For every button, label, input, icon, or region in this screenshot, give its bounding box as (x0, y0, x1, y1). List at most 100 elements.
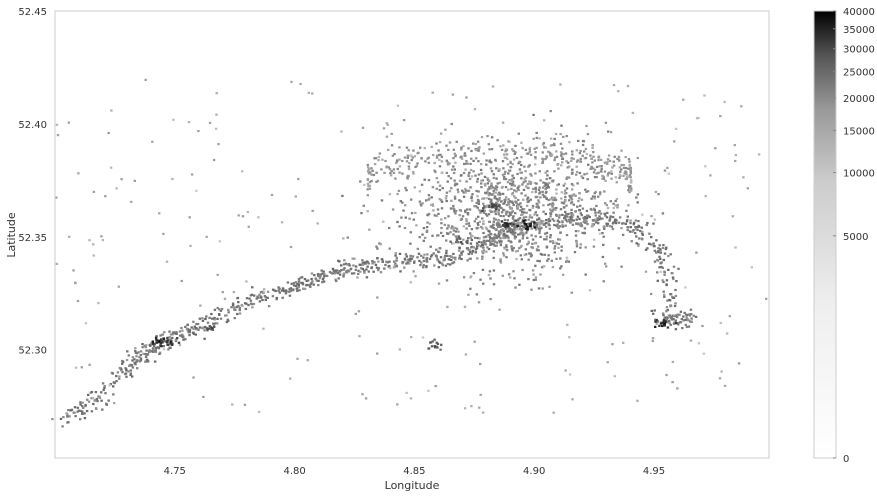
heatmap-cell (438, 198, 441, 201)
heatmap-cell (600, 158, 603, 162)
heatmap-cell (524, 225, 527, 228)
heatmap-cell (159, 334, 162, 337)
heatmap-cell (121, 371, 124, 374)
heatmap-cell (177, 341, 181, 344)
heatmap-cell (501, 121, 505, 124)
heatmap-cell (433, 264, 436, 267)
heatmap-cell (113, 402, 116, 405)
heatmap-cell (669, 305, 672, 308)
heatmap-cell (335, 279, 338, 283)
heatmap-cell (584, 147, 588, 150)
heatmap-cell (361, 393, 364, 396)
heatmap-cell (553, 245, 557, 248)
heatmap-cell (158, 352, 161, 355)
heatmap-cell (354, 268, 357, 271)
heatmap-cell (413, 186, 416, 189)
heatmap-cell (518, 160, 521, 163)
heatmap-cell (626, 218, 629, 222)
heatmap-cell (536, 218, 539, 221)
heatmap-cell (87, 393, 90, 396)
heatmap-cell (458, 199, 461, 202)
heatmap-cell (528, 216, 531, 219)
heatmap-cell (565, 135, 568, 138)
heatmap-cell (497, 211, 500, 214)
heatmap-cell (683, 311, 686, 314)
heatmap-cell (612, 164, 616, 167)
heatmap-cell (488, 236, 492, 239)
heatmap-cell (549, 137, 553, 140)
heatmap-cell (377, 260, 380, 263)
heatmap-cell (251, 303, 254, 306)
heatmap-cell (533, 213, 536, 216)
heatmap-cell (51, 418, 54, 421)
heatmap-cell (534, 163, 537, 166)
heatmap-cell (521, 268, 524, 272)
heatmap-cell (494, 227, 497, 231)
heatmap-cell (538, 229, 541, 232)
heatmap-cell (522, 198, 525, 201)
heatmap-cell (659, 262, 662, 265)
heatmap-cell (385, 122, 389, 125)
heatmap-cell (443, 223, 446, 226)
heatmap-cell (511, 201, 514, 204)
heatmap-cell (481, 243, 485, 247)
heatmap-cell (464, 187, 467, 191)
heatmap-cell (495, 244, 498, 247)
heatmap-cell (66, 413, 69, 416)
heatmap-cell (514, 250, 518, 253)
heatmap-cell (213, 316, 216, 320)
heatmap-cell (544, 146, 548, 149)
heatmap-cell (637, 244, 640, 247)
heatmap-cell (469, 251, 472, 254)
heatmap-cell (162, 232, 165, 235)
heatmap-cell (489, 201, 493, 204)
heatmap-cell (608, 219, 611, 222)
heatmap-cell (663, 317, 666, 320)
heatmap-cell (474, 251, 478, 254)
heatmap-cell (580, 198, 584, 201)
heatmap-cell (507, 239, 510, 242)
heatmap-cell (346, 269, 349, 272)
heatmap-cell (535, 131, 538, 134)
heatmap-cell (167, 341, 170, 344)
heatmap-cell (504, 178, 508, 181)
heatmap-cell (274, 289, 277, 293)
heatmap-cell (689, 308, 693, 311)
heatmap-cell (495, 222, 499, 225)
heatmap-cell (437, 282, 441, 285)
heatmap-cell (674, 328, 678, 331)
heatmap-cell (563, 182, 567, 185)
heatmap-cell (663, 273, 666, 276)
heatmap-cell (545, 190, 548, 194)
heatmap-cell (635, 196, 638, 199)
heatmap-cell (241, 305, 244, 308)
heatmap-cell (375, 245, 378, 248)
heatmap-cell (548, 177, 552, 180)
heatmap-cell (504, 227, 507, 230)
heatmap-cell (514, 219, 517, 222)
colorbar-tick-label: 20000 (843, 94, 875, 105)
heatmap-cell (232, 291, 236, 294)
heatmap-cell (171, 343, 174, 346)
heatmap-cell (236, 296, 240, 300)
heatmap-cell (451, 93, 455, 96)
heatmap-cell (620, 164, 623, 167)
heatmap-cell (356, 276, 359, 279)
heatmap-cell (524, 248, 527, 251)
heatmap-cell (318, 276, 322, 280)
heatmap-cell (572, 203, 575, 206)
heatmap-cell (488, 220, 491, 223)
heatmap-cell (361, 263, 365, 266)
heatmap-cell (461, 215, 465, 218)
heatmap-cell (500, 232, 503, 235)
heatmap-cell (545, 156, 548, 159)
heatmap-cell (509, 207, 512, 210)
heatmap-cell (443, 256, 446, 259)
heatmap-cell (481, 268, 485, 271)
heatmap-cell (118, 366, 121, 370)
heatmap-cell (634, 228, 638, 231)
heatmap-cell (603, 212, 606, 215)
heatmap-cell (734, 246, 737, 249)
heatmap-cell (497, 169, 500, 172)
heatmap-cell (264, 298, 267, 301)
